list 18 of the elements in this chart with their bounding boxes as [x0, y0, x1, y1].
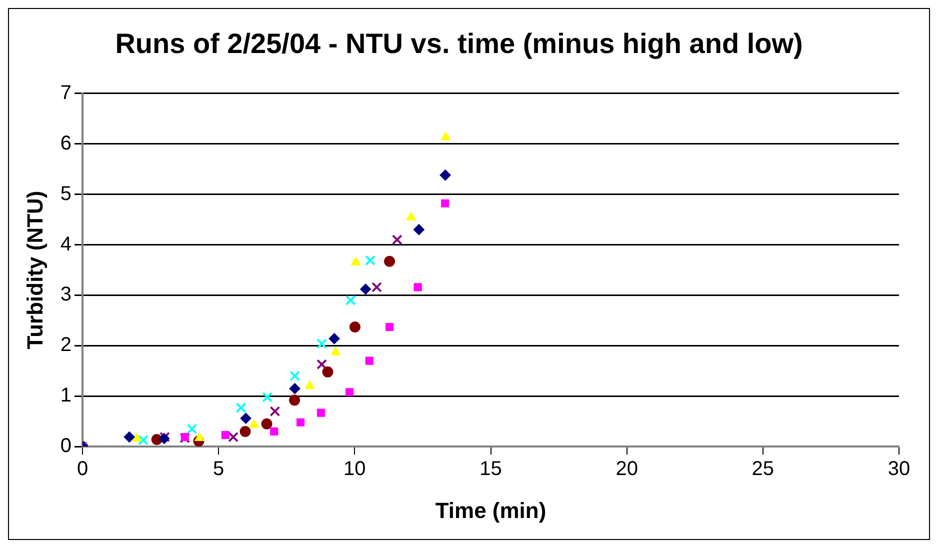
y-tick-label: 3	[60, 284, 72, 306]
y-tick-label: 5	[60, 182, 72, 205]
x-tick-label: 5	[213, 458, 224, 480]
y-tick-label: 6	[60, 132, 72, 154]
x-tick-label: 20	[616, 458, 638, 480]
x-tick-label: 10	[344, 458, 366, 480]
x-tick-label: 15	[480, 458, 502, 480]
y-tick-label: 0	[60, 435, 72, 458]
y-tick-label: 4	[60, 233, 72, 256]
x-tick-label: 30	[888, 458, 910, 480]
y-tick-label: 2	[60, 334, 72, 356]
y-axis-title: Turbidity (NTU)	[22, 190, 48, 350]
y-tick-label: 1	[60, 384, 72, 407]
y-tick-label: 7	[60, 82, 72, 104]
chart-title: Runs of 2/25/04 - NTU vs. time (minus high and low)	[115, 28, 803, 59]
x-axis-title: Time (min)	[435, 498, 546, 523]
x-tick-label: 0	[76, 458, 88, 480]
x-tick-label: 25	[752, 458, 774, 480]
